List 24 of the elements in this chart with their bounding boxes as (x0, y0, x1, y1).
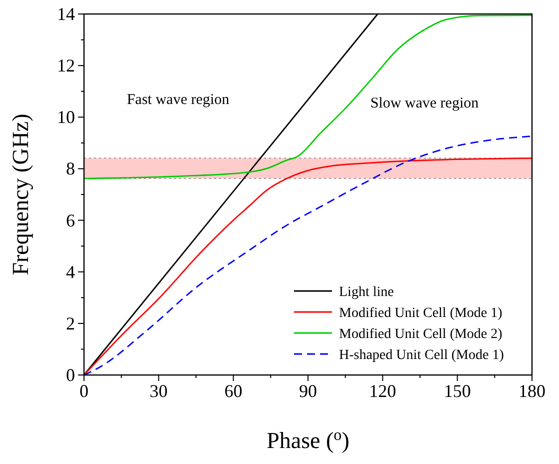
y-tick-label: 0 (66, 365, 75, 385)
y-tick-label: 10 (57, 107, 75, 128)
x-tick-label: 60 (224, 381, 242, 401)
x-tick-label: 30 (150, 381, 168, 401)
legend-label: Modified Unit Cell (Mode 1) (339, 306, 503, 321)
x-tick-label: 90 (299, 381, 317, 401)
y-tick-label: 12 (57, 56, 75, 76)
legend-label: Modified Unit Cell (Mode 2) (339, 327, 503, 342)
legend-label: Light line (339, 285, 394, 300)
annotation: Slow wave region (370, 96, 480, 112)
x-tick-label: 120 (369, 381, 396, 401)
y-tick-label: 2 (66, 313, 75, 334)
x-tick-label: 0 (80, 381, 88, 401)
x-axis-title: Phase ($^{o}$) (266, 426, 350, 453)
legend-label: H-shaped Unit Cell (Mode 1) (339, 348, 504, 363)
x-tick-label: 180 (518, 381, 546, 401)
x-tick-label: 150 (444, 381, 471, 401)
y-tick-label: 14 (57, 4, 75, 24)
y-axis-title: Frequency (GHz) (8, 114, 33, 276)
line-series (83, 14, 533, 180)
annotation: Fast wave region (126, 92, 230, 108)
y-tick-label: 4 (66, 262, 75, 282)
y-tick-label: 6 (66, 210, 75, 230)
y-tick-label: 8 (66, 158, 75, 179)
